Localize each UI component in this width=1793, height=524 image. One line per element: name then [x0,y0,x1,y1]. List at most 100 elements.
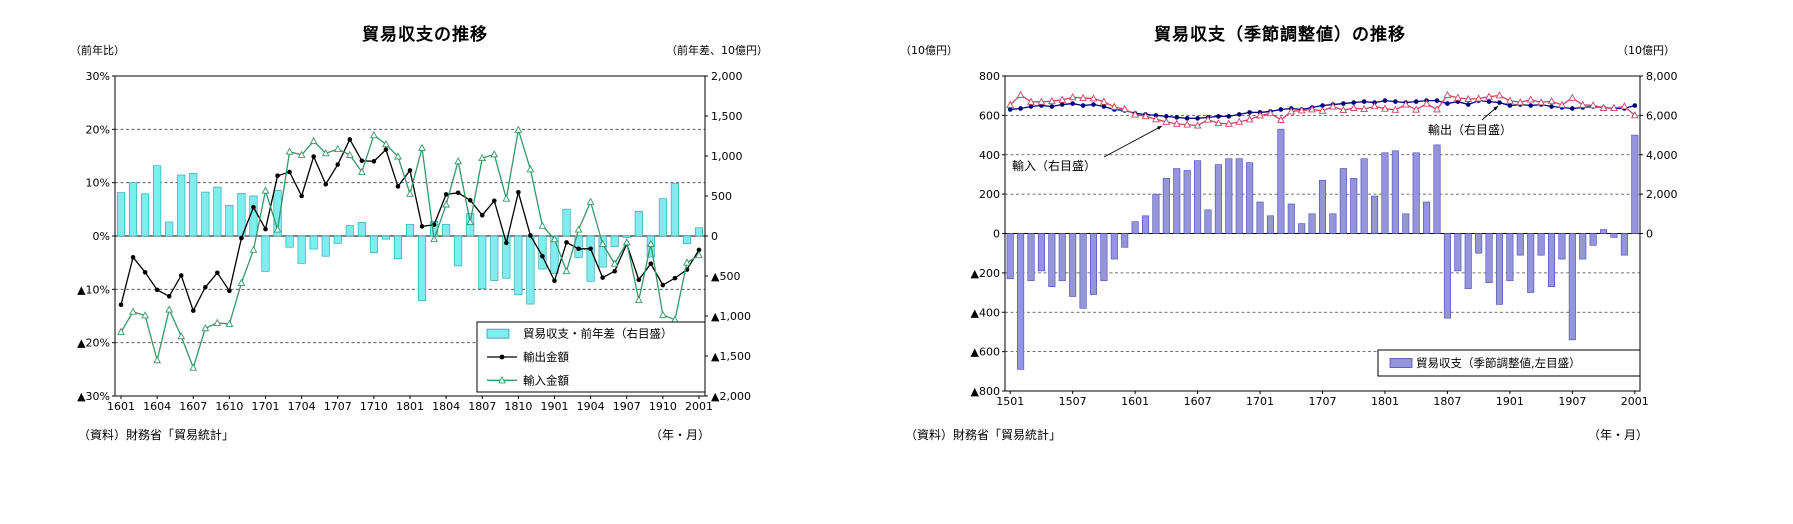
marker [1318,106,1327,114]
marker [538,221,547,229]
bar [1589,233,1597,246]
marker [215,270,220,276]
x-axis-tick-label: 1807 [468,400,496,413]
export-annotation: 輸出（右目盛） [1428,122,1512,137]
marker [1110,102,1119,110]
bar [225,204,234,237]
bar [1006,233,1014,280]
left-axis-tick-label: 200 [979,188,1000,201]
marker [287,169,292,175]
bar [1381,152,1389,234]
marker [153,356,162,364]
marker [1297,106,1306,114]
bar [1443,233,1451,319]
x-axis-tick-label: 1707 [324,400,352,413]
marker [1549,104,1554,109]
marker [612,268,617,274]
marker [419,224,425,229]
marker [1235,117,1244,125]
marker [227,288,232,294]
bar [249,195,258,237]
marker [660,282,666,288]
x-axis-tick-label: 1907 [1558,395,1586,408]
marker [201,324,210,332]
legend-label: 輸入金額 [523,373,569,387]
left-chart-title: 貿易収支の推移 [362,25,488,45]
bar [177,174,186,237]
marker [1245,115,1254,123]
bar [116,192,126,237]
right-axis-tick-label: ▲500 [711,270,740,283]
marker [1497,100,1502,105]
marker [1226,114,1232,119]
bar [1017,233,1025,370]
marker [672,275,678,281]
marker [526,165,535,173]
marker [1058,95,1067,103]
marker [129,307,137,315]
bar [1485,233,1493,284]
bar [273,190,282,237]
marker [323,181,329,187]
bar [1495,233,1503,305]
right-axis-tick-label: 1,000 [711,150,743,163]
marker [1413,99,1419,104]
marker [636,277,642,283]
marker [528,233,533,238]
right-axis-tick-label: 500 [711,190,732,203]
marker [395,184,401,189]
marker [504,240,509,246]
bar [1152,193,1160,234]
marker [1006,100,1015,108]
bar [1318,180,1327,234]
bar [1610,233,1618,238]
right-axis-tick-label: ▲1,500 [711,350,751,363]
bar [670,183,679,237]
bar [381,235,390,240]
marker [478,153,487,162]
marker [1256,111,1264,119]
bar [1110,233,1118,260]
bar [321,235,330,257]
marker [562,266,571,275]
x-axis-tick-label: 2001 [685,400,713,413]
marker [1516,98,1525,106]
marker [382,140,390,148]
bar [1037,233,1045,272]
marker [239,235,244,241]
marker [1610,103,1618,112]
x-axis-tick-label: 1601 [107,400,135,413]
marker [634,295,643,303]
bar [309,235,318,250]
marker [1507,103,1513,108]
bar [1089,233,1098,295]
marker [1070,101,1075,106]
bar [1391,150,1399,234]
bar [1329,213,1337,234]
marker [407,168,413,173]
bar [1204,209,1212,234]
bar [369,235,378,254]
bar [694,227,704,237]
marker [1630,111,1639,119]
right-axis-tick-label: ▲1,000 [711,310,751,323]
marker [1351,100,1357,105]
legend-label: 輸出金額 [523,350,569,364]
bar [1079,233,1087,309]
bar [261,235,270,272]
marker [263,226,268,232]
marker [394,152,402,160]
bar [1371,195,1379,234]
marker [1547,96,1556,105]
x-axis-tick-label: 1610 [215,400,243,413]
marker [141,311,149,319]
marker [695,250,703,259]
marker [1486,99,1492,104]
marker [1080,103,1086,108]
marker [1528,103,1533,108]
marker [1131,110,1140,118]
bar [562,208,571,237]
left-axis-tick-label: ▲200 [971,267,1000,280]
bar [165,221,174,237]
